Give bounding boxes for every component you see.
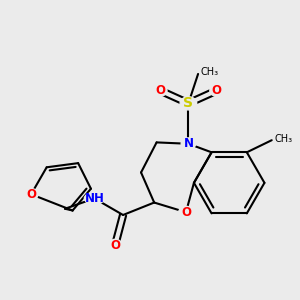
Ellipse shape: [108, 239, 122, 251]
Text: N: N: [183, 137, 194, 150]
Text: O: O: [212, 84, 222, 97]
Ellipse shape: [210, 85, 224, 96]
Ellipse shape: [179, 206, 193, 218]
Ellipse shape: [24, 188, 38, 200]
Text: O: O: [110, 238, 120, 252]
Text: S: S: [183, 96, 194, 110]
Ellipse shape: [84, 193, 104, 204]
Ellipse shape: [181, 138, 196, 150]
Text: O: O: [155, 84, 165, 97]
Text: O: O: [181, 206, 191, 219]
Text: O: O: [26, 188, 36, 201]
Ellipse shape: [180, 97, 197, 110]
Text: NH: NH: [84, 192, 104, 205]
Text: CH₃: CH₃: [274, 134, 292, 144]
Ellipse shape: [153, 85, 167, 96]
Text: CH₃: CH₃: [201, 67, 219, 77]
